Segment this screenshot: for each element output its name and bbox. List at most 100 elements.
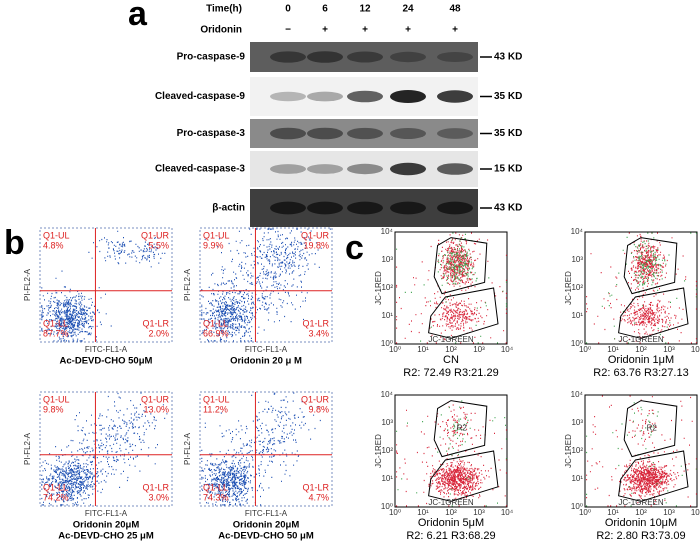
x-tick-label: 10⁴ xyxy=(691,345,700,354)
row-label: Pro-caspase-9 xyxy=(177,52,246,63)
y-tick-label: 10² xyxy=(381,283,393,292)
quadrant-name: Q1-LL xyxy=(43,318,68,328)
quadrant-name: Q1-LL xyxy=(43,482,68,492)
y-tick-label: 10¹ xyxy=(571,311,583,320)
x-tick-label: 10¹ xyxy=(607,508,619,517)
gate-label: R2 xyxy=(647,424,658,433)
time-label: 48 xyxy=(449,4,461,15)
blot-band xyxy=(307,91,343,102)
blot-band xyxy=(307,51,343,63)
treatment-label: + xyxy=(452,25,458,36)
x-tick-label: 10³ xyxy=(473,345,485,354)
y-axis-label: PI-FL2-A xyxy=(23,432,32,465)
gate-r3 xyxy=(428,287,499,339)
y-tick-label: 10⁴ xyxy=(381,227,394,236)
time-label: 24 xyxy=(402,4,414,15)
y-axis-label: PI-FL2-A xyxy=(183,432,192,465)
blot-band xyxy=(437,163,473,175)
quadrant-value: 87.7% xyxy=(43,328,69,338)
x-tick-label: 10¹ xyxy=(607,345,619,354)
blot-strip xyxy=(250,119,478,148)
x-tick-label: 10⁰ xyxy=(389,508,401,517)
quadrant-name: Q1-LR xyxy=(142,482,169,492)
blot-band xyxy=(437,51,473,63)
marker-label: 43 KD xyxy=(494,52,522,63)
blot-band xyxy=(270,51,306,63)
plot-frame xyxy=(584,231,698,345)
y-tick-label: 10⁴ xyxy=(571,390,584,399)
y-tick-label: 10² xyxy=(381,446,393,455)
y-axis-label: PI-FL2-A xyxy=(23,268,32,301)
plot-frame xyxy=(584,394,698,508)
x-axis-label: JC-1GREEN xyxy=(618,498,664,507)
treatment-label: − xyxy=(285,25,291,36)
blot-band xyxy=(390,89,426,104)
plot-frame xyxy=(39,391,173,507)
blot-band xyxy=(270,127,306,140)
x-tick-label: 10² xyxy=(445,508,457,517)
blot-band xyxy=(347,201,383,215)
blot-band xyxy=(347,51,383,63)
y-axis-label: JC-1RED xyxy=(564,434,573,468)
plot-caption: Ac-DEVD-CHO 25 μM xyxy=(58,531,154,542)
blot-band xyxy=(437,128,473,139)
plot-stats: R2: 6.21 R3:68.29 xyxy=(406,530,495,542)
x-tick-label: 10³ xyxy=(473,508,485,517)
quadrant-name: Q1-UR xyxy=(301,394,330,404)
quadrant-value: 9.8% xyxy=(308,404,329,414)
scatter-dots xyxy=(201,228,331,342)
panel-label: c xyxy=(345,229,364,267)
gate-label: R2 xyxy=(457,424,468,433)
quadrant-name: Q1-UL xyxy=(203,394,230,404)
quadrant-value: 5.5% xyxy=(148,240,169,250)
plot-caption: Oridonin 20 μ M xyxy=(230,356,302,367)
y-axis-label: PI-FL2-A xyxy=(183,268,192,301)
x-axis-label: FITC-FL1-A xyxy=(245,345,288,354)
x-tick-label: 10⁴ xyxy=(691,508,700,517)
y-axis-label: JC-1RED xyxy=(564,271,573,305)
blot-band xyxy=(270,91,306,102)
plot-caption: Oridonin 10μM xyxy=(605,517,677,529)
blot-band xyxy=(347,90,383,103)
plot-stats: R2: 63.76 R3:27.13 xyxy=(593,367,688,379)
gate-r2 xyxy=(623,237,678,295)
x-axis-label: JC-1GREEN xyxy=(428,335,474,344)
blot-band xyxy=(307,127,343,140)
blot-band xyxy=(270,164,306,174)
plot-caption: Oridonin 5μM xyxy=(418,517,484,529)
quadrant-name: Q1-LR xyxy=(302,482,329,492)
time-label: 0 xyxy=(285,4,291,15)
y-tick-label: 10⁴ xyxy=(381,390,394,399)
quadrant-value: 4.7% xyxy=(308,492,329,502)
quadrant-name: Q1-UR xyxy=(301,230,330,240)
blot-band xyxy=(437,201,473,215)
blot-band xyxy=(307,164,343,174)
panel-label: a xyxy=(128,0,148,33)
scatter-dots xyxy=(586,232,697,344)
x-tick-label: 10¹ xyxy=(417,345,429,354)
y-tick-label: 10⁰ xyxy=(571,502,583,511)
quadrant-name: Q1-UL xyxy=(203,230,230,240)
y-tick-label: 10³ xyxy=(571,255,583,264)
blot-band xyxy=(347,127,383,140)
y-axis-label: JC-1RED xyxy=(374,434,383,468)
quadrant-value: 3.4% xyxy=(308,328,329,338)
quadrant-value: 74.3% xyxy=(203,492,229,502)
blot-band xyxy=(390,201,426,215)
quadrant-name: Q1-LL xyxy=(203,482,228,492)
y-tick-label: 10² xyxy=(571,446,583,455)
row-label: β-actin xyxy=(212,203,245,214)
x-tick-label: 10² xyxy=(635,508,647,517)
x-axis-label: FITC-FL1-A xyxy=(85,345,128,354)
y-tick-label: 10³ xyxy=(381,418,393,427)
plot-frame xyxy=(394,231,508,345)
y-tick-label: 10⁰ xyxy=(381,339,393,348)
treatment-label: + xyxy=(362,25,368,36)
quadrant-name: Q1-LR xyxy=(302,318,329,328)
quadrant-name: Q1-LL xyxy=(203,318,228,328)
marker-label: 15 KD xyxy=(494,164,522,175)
treatment-label: + xyxy=(322,25,328,36)
marker-label: 43 KD xyxy=(494,203,522,214)
y-axis-label: JC-1RED xyxy=(374,271,383,305)
x-tick-label: 10² xyxy=(635,345,647,354)
